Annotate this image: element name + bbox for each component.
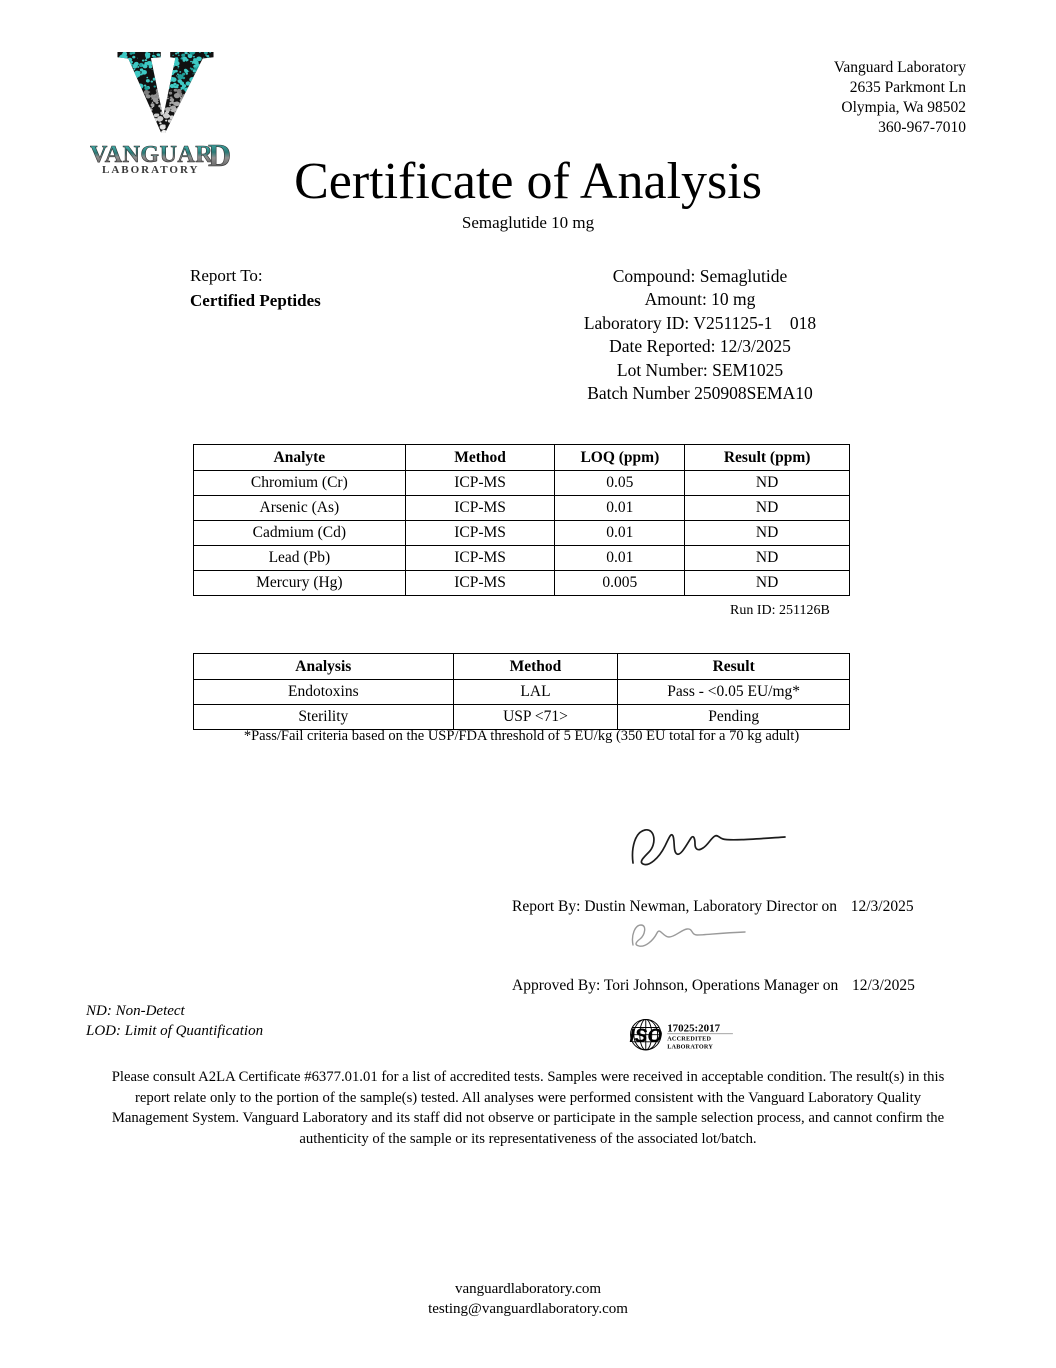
svg-text:17025:2017: 17025:2017: [667, 1022, 720, 1034]
svg-text:ISO: ISO: [629, 1026, 662, 1047]
svg-text:ACCREDITED: ACCREDITED: [667, 1035, 711, 1042]
svg-text:LABORATORY: LABORATORY: [667, 1043, 713, 1050]
